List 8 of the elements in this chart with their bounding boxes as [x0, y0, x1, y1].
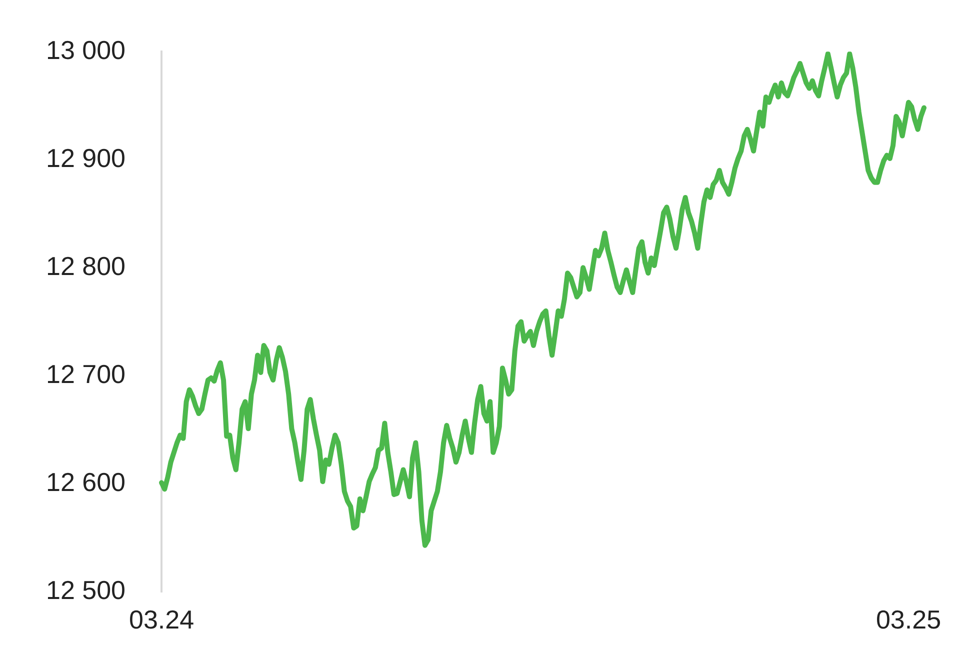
y-tick-label: 13 000 — [46, 34, 126, 65]
y-tick-label: 12 900 — [46, 142, 126, 173]
x-tick-label: 03.24 — [128, 604, 194, 635]
y-tick-label: 12 700 — [46, 358, 126, 389]
y-tick-label: 12 500 — [46, 574, 126, 605]
x-tick-label: 03.25 — [876, 604, 942, 635]
y-tick-label: 12 800 — [46, 250, 126, 281]
y-tick-label: 12 600 — [46, 466, 126, 497]
